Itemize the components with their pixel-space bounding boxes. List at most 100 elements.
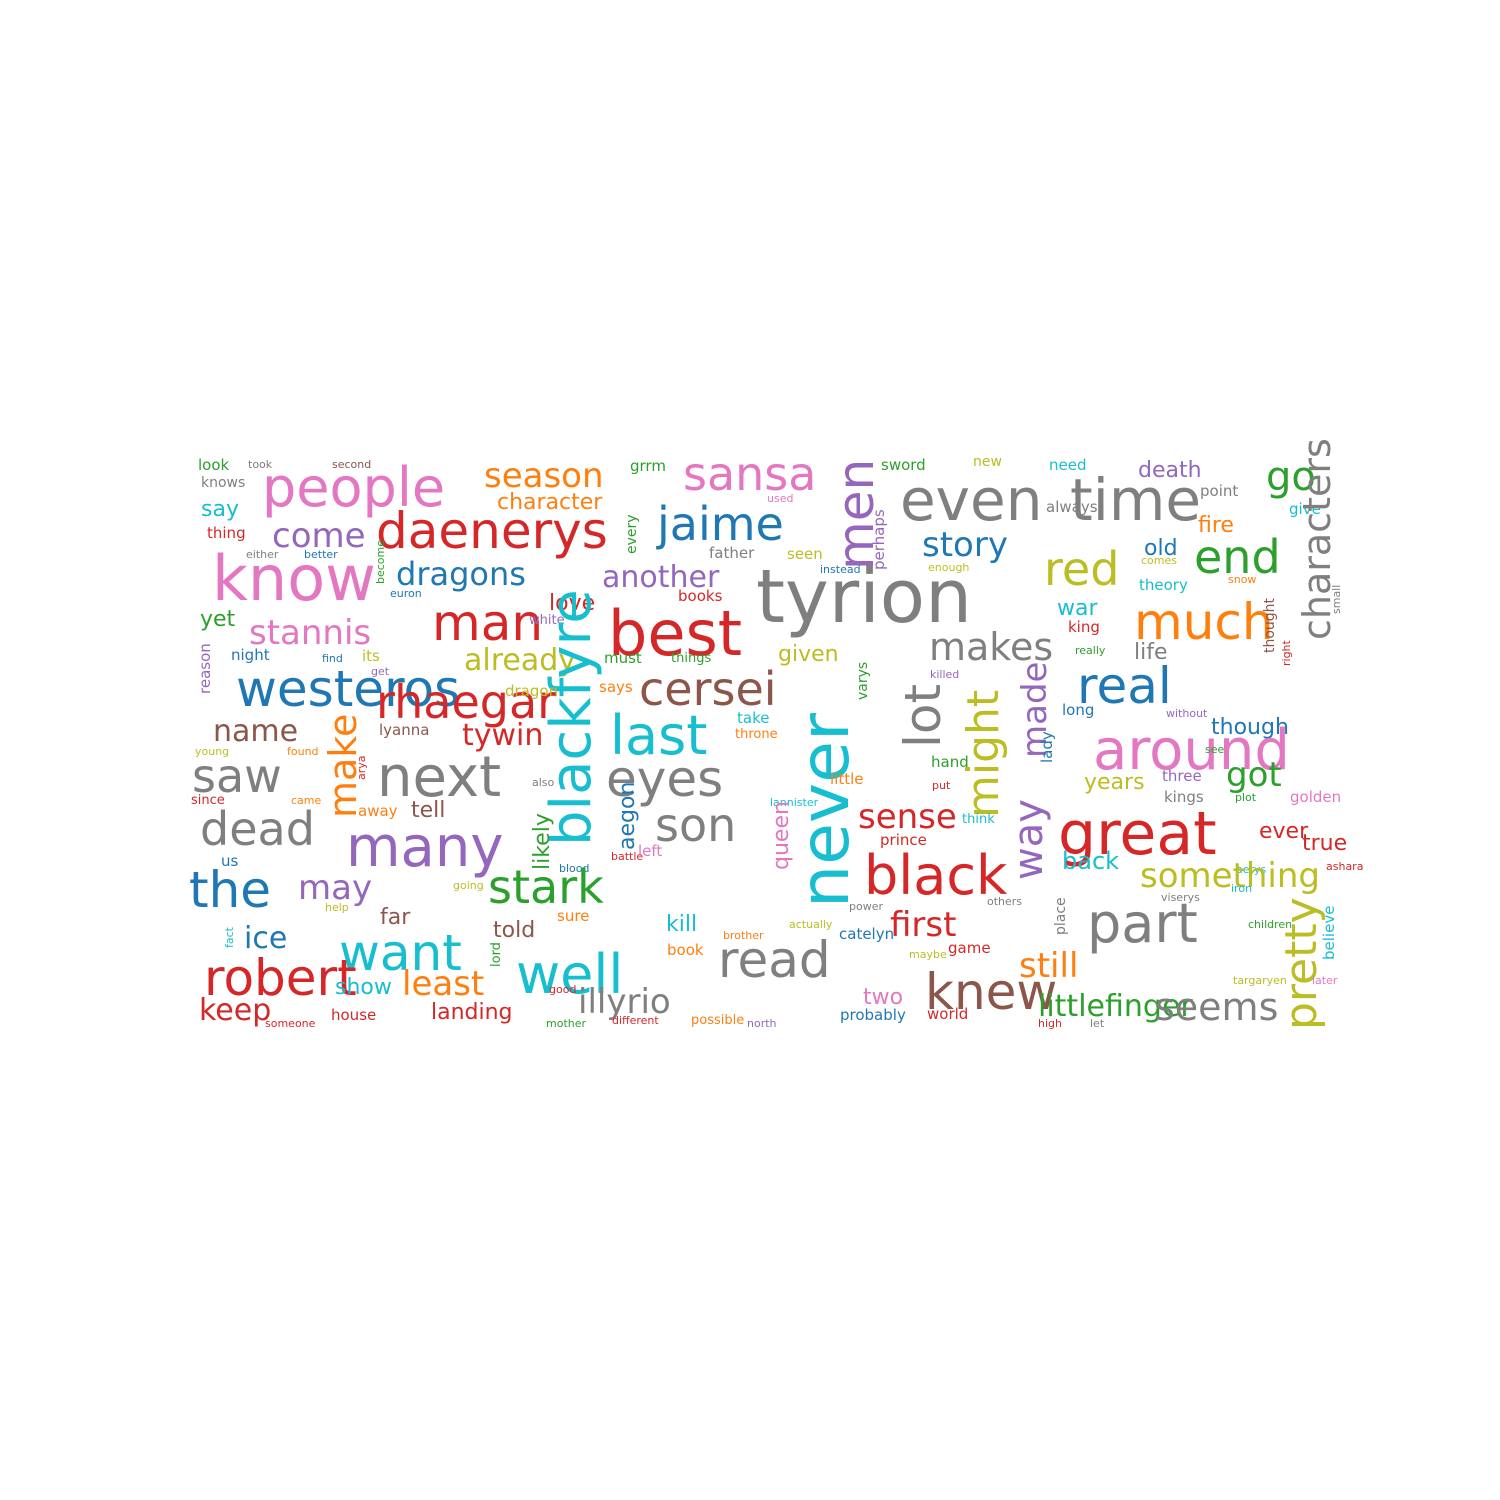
word-game: game xyxy=(948,939,991,957)
word-kings: kings xyxy=(1164,788,1204,806)
word-true: true xyxy=(1302,831,1347,856)
word-show: show xyxy=(335,975,392,1000)
word-put: put xyxy=(932,779,951,792)
word-made: made xyxy=(1015,662,1055,758)
word-war: war xyxy=(1057,596,1098,621)
word-books: books xyxy=(678,587,723,605)
word-later: later xyxy=(1312,974,1338,987)
word-good: good xyxy=(549,983,576,996)
word-robert: robert xyxy=(204,949,357,1007)
word-power: power xyxy=(849,900,883,913)
word-landing: landing xyxy=(431,1000,513,1025)
word-give: give xyxy=(1289,500,1321,518)
word-makes: makes xyxy=(929,625,1053,669)
word-tell: tell xyxy=(411,798,445,823)
word-fire: fire xyxy=(1198,513,1234,538)
word-sure: sure xyxy=(557,907,589,925)
word-aegon: aegon xyxy=(615,782,640,850)
word-blood: blood xyxy=(559,862,589,875)
word-littlefinger: littlefinger xyxy=(1038,989,1193,1024)
word-others: others xyxy=(987,895,1022,908)
word-queen: queen xyxy=(769,801,794,870)
word-read: read xyxy=(718,931,831,989)
word-rhaegar: rhaegar xyxy=(376,675,556,729)
word-viserys: viserys xyxy=(1161,891,1200,904)
word-red: red xyxy=(1044,542,1119,596)
word-believe: believe xyxy=(1320,906,1338,960)
word-world: world xyxy=(927,1005,968,1023)
word-say: say xyxy=(201,497,239,522)
word-knows: knows xyxy=(201,475,245,491)
word-ashara: ashara xyxy=(1326,860,1363,873)
word-make: make xyxy=(321,714,365,818)
word-sansa: sansa xyxy=(683,447,816,501)
word-place: place xyxy=(1053,897,1069,935)
word-go: go xyxy=(1266,454,1316,500)
word-son: son xyxy=(655,798,736,852)
word-young: young xyxy=(195,745,229,758)
word-need: need xyxy=(1049,456,1087,474)
word-father: father xyxy=(709,544,755,562)
word-ever: ever xyxy=(1259,819,1309,844)
word-least: least xyxy=(402,964,484,1004)
word-think: think xyxy=(962,812,995,827)
word-years: years xyxy=(1084,770,1145,795)
word-knew: knew xyxy=(925,963,1057,1021)
word-probably: probably xyxy=(840,1006,906,1024)
word-given: given xyxy=(778,642,839,667)
word-targaryen: targaryen xyxy=(1233,974,1287,987)
word-look: look xyxy=(198,456,230,474)
word-house: house xyxy=(331,1006,376,1024)
word-snow: snow xyxy=(1228,573,1256,586)
word-stannis: stannis xyxy=(249,613,371,653)
word-illyrio: illyrio xyxy=(578,982,671,1022)
word-though: though xyxy=(1211,715,1289,740)
word-children: children xyxy=(1248,918,1292,931)
word-real: real xyxy=(1077,657,1172,715)
word-last: last xyxy=(610,704,707,767)
word-us: us xyxy=(221,852,239,870)
word-perhaps: perhaps xyxy=(870,509,888,570)
word-sense: sense xyxy=(858,797,957,837)
word-first: first xyxy=(890,905,956,945)
word-lady: lady xyxy=(1038,731,1056,763)
word-around: around xyxy=(1093,718,1290,783)
word-character: character xyxy=(497,490,603,515)
word-aerys: aerys xyxy=(1236,863,1267,876)
word-blackfyre: blackfyre xyxy=(539,589,604,846)
word-either: either xyxy=(246,548,279,561)
word-name: name xyxy=(213,714,298,749)
word-possible: possible xyxy=(691,1013,744,1028)
word-man: man xyxy=(432,594,543,652)
word-varys: varys xyxy=(855,662,871,700)
word-little: little xyxy=(830,770,864,788)
word-brother: brother xyxy=(723,929,764,942)
word-keep: keep xyxy=(199,993,271,1028)
word-never: never xyxy=(786,713,865,908)
word-since: since xyxy=(191,793,225,808)
word-characters: characters xyxy=(1295,438,1339,640)
word-long: long xyxy=(1062,701,1094,719)
word-comes: comes xyxy=(1141,554,1177,567)
word-even: even xyxy=(900,466,1042,534)
word-yet: yet xyxy=(200,607,236,632)
word-prince: prince xyxy=(880,831,927,849)
word-small: small xyxy=(1330,585,1343,614)
word-much: much xyxy=(1134,593,1274,651)
word-black: black xyxy=(864,844,1008,907)
word-actually: actually xyxy=(789,918,833,931)
word-cersei: cersei xyxy=(639,662,777,716)
word-plot: plot xyxy=(1235,791,1257,804)
word-daenerys: daenerys xyxy=(376,502,608,560)
word-best: best xyxy=(608,597,742,670)
word-euron: euron xyxy=(390,587,422,600)
word-took: took xyxy=(248,458,273,471)
word-many: many xyxy=(346,815,504,880)
word-become: become xyxy=(374,540,387,584)
word-another: another xyxy=(602,560,720,595)
word-catelyn: catelyn xyxy=(839,925,894,943)
word-old: old xyxy=(1144,536,1178,561)
word-things: things xyxy=(671,651,711,666)
word-get: get xyxy=(371,665,390,678)
